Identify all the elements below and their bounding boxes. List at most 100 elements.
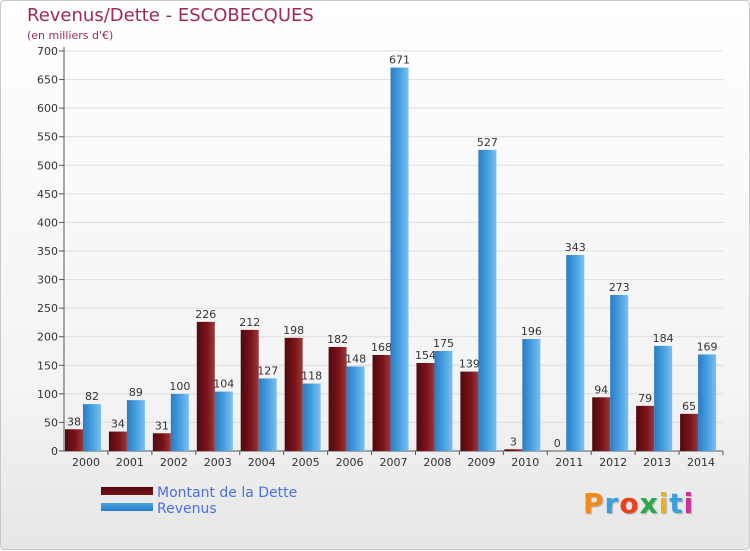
logo-letter: P — [583, 487, 605, 520]
bar-dette-2007 — [372, 355, 391, 451]
data-label-dette-2013: 79 — [638, 392, 652, 405]
proxiti-logo: Proxiti — [583, 487, 694, 520]
data-label-revenus-2002: 100 — [169, 380, 190, 393]
bar-dette-2008 — [416, 363, 435, 451]
data-label-revenus-2014: 169 — [697, 340, 718, 353]
bar-revenus-2008 — [434, 351, 453, 451]
bar-revenus-2004 — [258, 378, 277, 451]
bar-revenus-2010 — [522, 339, 541, 451]
data-label-dette-2010: 3 — [510, 435, 517, 448]
y-tick-label: 650 — [37, 74, 58, 87]
bar-revenus-2014 — [698, 354, 717, 451]
bar-dette-2012 — [592, 397, 611, 451]
bar-dette-2013 — [636, 405, 655, 451]
data-label-revenus-2004: 127 — [257, 364, 278, 377]
data-label-dette-2004: 212 — [239, 316, 260, 329]
logo-letter: i — [683, 487, 695, 520]
legend-swatch-revenus — [101, 503, 153, 511]
data-label-revenus-2010: 196 — [521, 325, 542, 338]
y-tick-label: 50 — [44, 416, 58, 429]
x-tick-label-2006: 2006 — [336, 456, 364, 469]
data-label-revenus-2003: 104 — [213, 378, 234, 391]
logo-letter: o — [619, 487, 640, 520]
x-tick-label-2010: 2010 — [511, 456, 539, 469]
x-tick-label-2007: 2007 — [380, 456, 408, 469]
y-tick-label: 400 — [37, 216, 58, 229]
data-label-revenus-2006: 148 — [345, 352, 366, 365]
bar-revenus-2002 — [170, 393, 189, 451]
bar-revenus-2001 — [126, 400, 145, 451]
data-label-dette-2011: 0 — [554, 437, 561, 450]
data-label-revenus-2009: 527 — [477, 136, 498, 149]
data-label-dette-2005: 198 — [283, 324, 304, 337]
bar-revenus-2005 — [302, 383, 321, 451]
data-label-revenus-2012: 273 — [609, 281, 630, 294]
legend-label-revenus: Revenus — [157, 501, 217, 517]
data-label-revenus-2008: 175 — [433, 337, 454, 350]
x-tick-label-2012: 2012 — [599, 456, 627, 469]
logo-letter: t — [669, 487, 684, 520]
data-label-dette-2001: 34 — [111, 418, 125, 431]
x-tick-label-2011: 2011 — [555, 456, 583, 469]
y-tick-label: 700 — [37, 45, 58, 58]
data-label-revenus-2005: 118 — [301, 370, 322, 383]
bar-dette-2005 — [284, 337, 303, 451]
data-label-dette-2008: 154 — [415, 349, 436, 362]
y-tick-label: 350 — [37, 245, 58, 258]
x-tick-label-2005: 2005 — [292, 456, 320, 469]
data-label-dette-2000: 38 — [67, 415, 81, 428]
data-label-dette-2009: 139 — [459, 358, 480, 371]
x-tick-label-2013: 2013 — [643, 456, 671, 469]
y-tick-label: 200 — [37, 331, 58, 344]
x-tick-label-2008: 2008 — [423, 456, 451, 469]
data-label-dette-2002: 31 — [155, 419, 169, 432]
x-tick-label-2009: 2009 — [467, 456, 495, 469]
logo-letter: x — [639, 487, 659, 520]
chart-subtitle: (en milliers d'€) — [27, 29, 114, 42]
legend-label-dette: Montant de la Dette — [157, 485, 298, 501]
bar-dette-2006 — [328, 347, 347, 451]
y-tick-label: 250 — [37, 302, 58, 315]
y-tick-label: 300 — [37, 274, 58, 287]
x-tick-label-2000: 2000 — [72, 456, 100, 469]
data-label-revenus-2001: 89 — [129, 386, 143, 399]
data-label-revenus-2007: 671 — [389, 54, 410, 67]
legend-swatch-dette — [101, 487, 153, 495]
data-label-revenus-2011: 343 — [565, 241, 586, 254]
y-tick-label: 0 — [51, 445, 58, 458]
y-tick-label: 600 — [37, 102, 58, 115]
y-tick-label: 100 — [37, 388, 58, 401]
data-label-revenus-2013: 184 — [653, 332, 674, 345]
bar-dette-2010 — [504, 449, 523, 451]
bar-dette-2014 — [680, 413, 699, 451]
bar-revenus-2011 — [566, 255, 585, 451]
x-tick-label-2003: 2003 — [204, 456, 232, 469]
bar-revenus-2013 — [654, 345, 673, 451]
y-tick-label: 150 — [37, 359, 58, 372]
y-tick-label: 500 — [37, 159, 58, 172]
data-label-dette-2006: 182 — [327, 333, 348, 346]
bar-revenus-2012 — [610, 295, 629, 451]
data-label-dette-2014: 65 — [682, 400, 696, 413]
x-tick-label-2004: 2004 — [248, 456, 276, 469]
bar-dette-2000 — [65, 429, 83, 451]
y-tick-label: 450 — [37, 188, 58, 201]
bar-revenus-2000 — [83, 404, 101, 451]
bar-revenus-2009 — [478, 149, 497, 451]
data-label-dette-2007: 168 — [371, 341, 392, 354]
x-tick-label-2014: 2014 — [687, 456, 715, 469]
x-tick-label-2001: 2001 — [116, 456, 144, 469]
bar-dette-2003 — [196, 321, 215, 451]
x-tick-label-2002: 2002 — [160, 456, 188, 469]
bar-dette-2001 — [108, 431, 127, 451]
bar-revenus-2006 — [346, 366, 365, 451]
logo-letter: i — [658, 487, 670, 520]
bar-dette-2009 — [460, 371, 479, 451]
chart-title: Revenus/Dette - ESCOBECQUES — [27, 5, 314, 26]
data-label-revenus-2000: 82 — [85, 390, 99, 403]
data-label-dette-2012: 94 — [594, 383, 608, 396]
logo-letter: r — [604, 487, 620, 520]
bar-revenus-2003 — [214, 391, 233, 451]
data-label-dette-2003: 226 — [195, 308, 216, 321]
